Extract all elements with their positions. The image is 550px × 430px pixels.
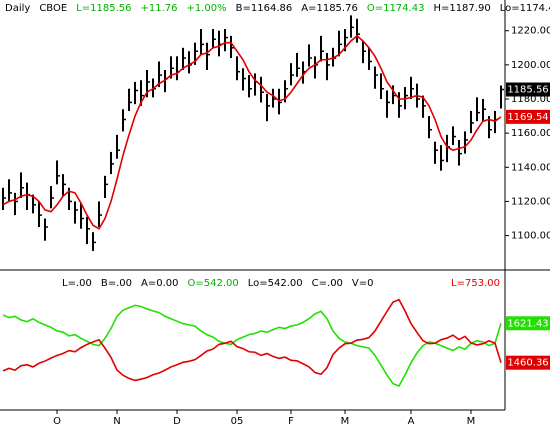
last-value-label: 1460.36 [507, 358, 548, 369]
last-value-box [506, 82, 550, 97]
header-field: CBOE [39, 3, 67, 14]
header-field: C=.00 [312, 278, 343, 289]
header-field: V=0 [352, 278, 374, 289]
y-tick-label: 1180.00 [511, 94, 550, 105]
x-tick-label: F [288, 416, 294, 427]
last-value-label: 1169.54 [507, 112, 548, 123]
header-field: +11.76 [140, 3, 177, 14]
x-tick-label: D [173, 416, 181, 427]
y-tick-label: 1200.00 [511, 60, 550, 71]
header-field: L=.00 [62, 278, 92, 289]
header-field: Lo=1174.43 [500, 3, 550, 14]
last-value-box [506, 355, 550, 370]
header-field: A=1185.76 [301, 3, 358, 14]
header-field: L=753.00 [451, 278, 500, 289]
header-field: B=.00 [101, 278, 132, 289]
indicator-line [2, 304, 502, 388]
y-tick-label: 1220.00 [511, 26, 550, 37]
x-tick-label: M [341, 416, 350, 427]
y-tick-label: 1100.00 [511, 231, 550, 242]
header-field: B=1164.86 [236, 3, 293, 14]
indicator-line [2, 298, 502, 382]
last-value-label: 1621.43 [507, 318, 548, 329]
header-field: Daily [5, 3, 30, 14]
x-tick-label: M [467, 416, 476, 427]
header-field: O=1174.43 [367, 3, 425, 14]
header-field: L=1185.56 [76, 3, 131, 14]
x-tick-label: 05 [231, 416, 244, 427]
y-tick-label: 1120.00 [511, 196, 550, 207]
header-field: +1.00% [187, 3, 227, 14]
x-tick-label: O [53, 416, 61, 427]
header-field: Lo=542.00 [248, 278, 303, 289]
y-tick-label: 1140.00 [511, 162, 550, 173]
last-value-box [506, 109, 550, 124]
last-value-box [506, 316, 550, 331]
moving-average [2, 34, 502, 230]
x-tick-label: A [408, 416, 415, 427]
header-field: A=0.00 [141, 278, 179, 289]
header-field: H=1187.90 [433, 3, 490, 14]
x-tick-label: N [113, 416, 120, 427]
y-tick-label: 1160.00 [511, 128, 550, 139]
header-field: O=542.00 [188, 278, 239, 289]
last-value-label: 1185.56 [507, 85, 548, 96]
